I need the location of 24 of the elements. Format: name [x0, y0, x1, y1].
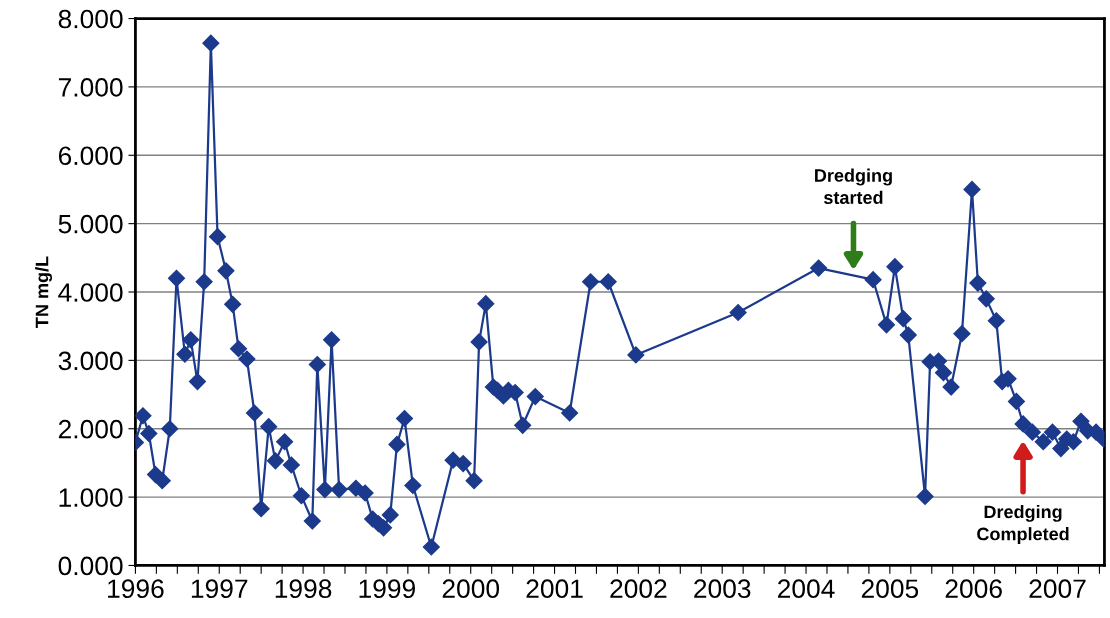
y-tick-label: 8.000: [58, 9, 123, 29]
x-tick-label: 2000: [442, 579, 500, 599]
x-tick-label: 2002: [610, 579, 667, 599]
y-axis-title: TN mg/L: [35, 256, 53, 328]
y-tick-label: 5.000: [58, 214, 123, 234]
y-tick-label: 4.000: [58, 283, 123, 302]
y-tick-label: 7.000: [58, 78, 123, 97]
x-tick-label: 2006: [945, 579, 1002, 599]
y-tick-label: 2.000: [58, 419, 123, 439]
annotation: Dredging Completed: [977, 504, 1069, 544]
x-tick-label: 2004: [778, 579, 835, 599]
x-tick-label: 2005: [861, 579, 919, 599]
x-tick-label: 1999: [359, 579, 415, 599]
x-tick-label: 2007: [1029, 579, 1086, 599]
x-tick-label: 1996: [108, 579, 164, 599]
y-tick-label: 6.000: [58, 146, 123, 166]
x-tick-label: 2003: [694, 579, 751, 599]
x-tick-label: 1997: [191, 579, 248, 599]
annotation: Dredging started: [815, 168, 892, 205]
y-tick-label: 1.000: [59, 488, 123, 507]
x-tick-label: 1998: [275, 579, 332, 599]
x-tick-label: 2001: [526, 579, 583, 599]
y-tick-label: 0.000: [58, 556, 123, 576]
y-tick-label: 3.000: [58, 351, 123, 371]
